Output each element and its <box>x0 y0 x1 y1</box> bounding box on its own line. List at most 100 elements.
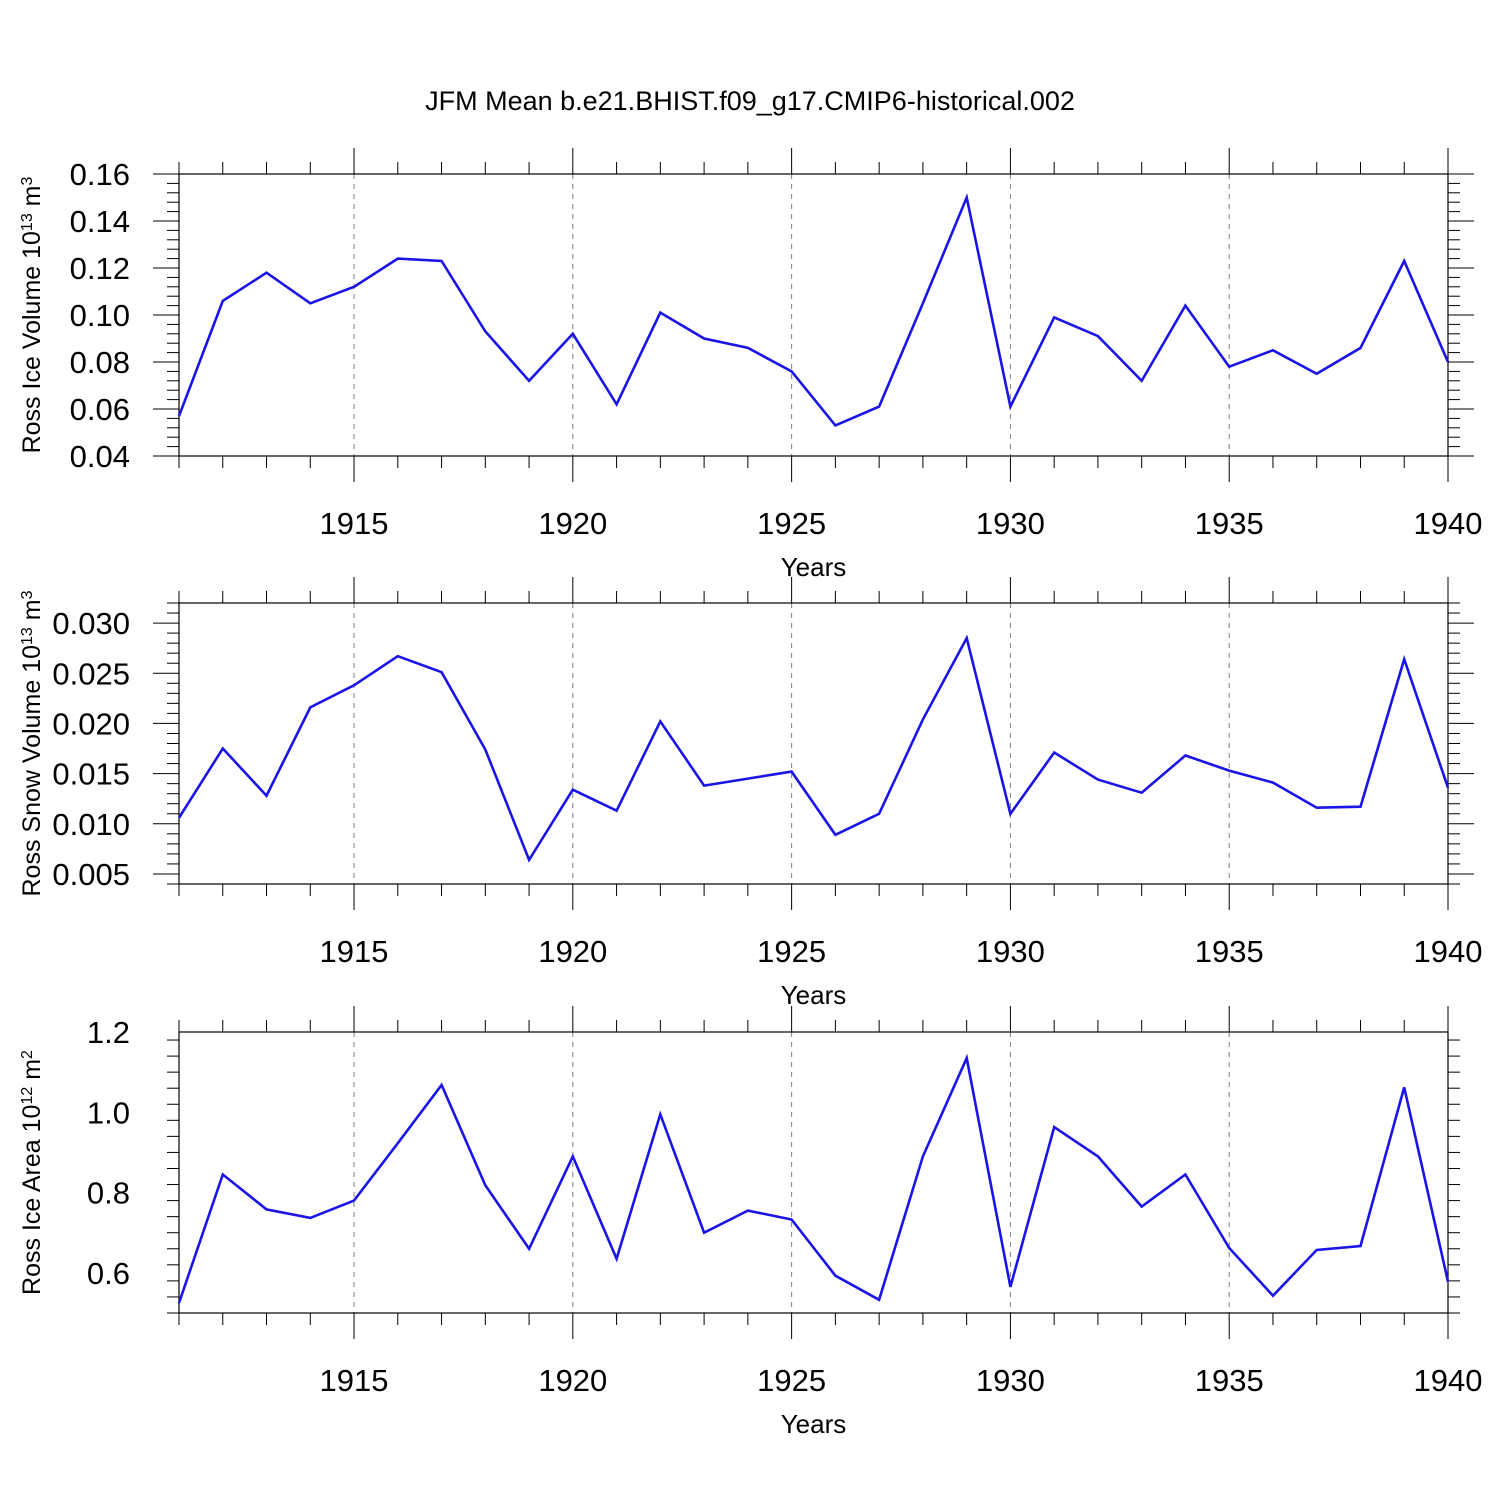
data-point <box>1052 1125 1056 1129</box>
data-point <box>1008 1285 1012 1289</box>
data-point <box>1402 1085 1406 1089</box>
data-point <box>965 196 969 200</box>
y-tick-label: 0.06 <box>70 392 130 427</box>
data-point <box>1446 786 1450 790</box>
data-point <box>1052 315 1056 319</box>
y-tick-label: 0.005 <box>52 857 130 892</box>
data-point <box>658 1112 662 1116</box>
y-axis-label: Ross Ice Volume 1013 m3 <box>18 176 46 453</box>
data-point <box>483 329 487 333</box>
data-point <box>615 1257 619 1261</box>
data-point <box>527 1247 531 1251</box>
y-tick-label: 1.2 <box>87 1015 130 1050</box>
data-point <box>1315 1248 1319 1252</box>
data-point <box>1140 1205 1144 1209</box>
y-axis-label-superscript: 2 <box>19 1050 36 1059</box>
data-point <box>221 299 225 303</box>
data-point <box>1315 372 1319 376</box>
data-point <box>1358 805 1362 809</box>
data-point <box>1227 1246 1231 1250</box>
y-axis-label: Ross Snow Volume 1013 m3 <box>18 590 46 896</box>
y-tick-label: 0.14 <box>70 204 130 239</box>
data-point <box>1052 751 1056 755</box>
x-tick-label: 1930 <box>976 934 1045 969</box>
data-point <box>702 1231 706 1235</box>
data-point <box>658 719 662 723</box>
panel-2: 0.005 0.010 0.015 0.020 0.025 0.030 1915 1920 19… <box>18 577 1482 1010</box>
data-point <box>571 332 575 336</box>
x-tick-label: 1925 <box>757 1363 826 1398</box>
data-point <box>1183 754 1187 758</box>
data-point <box>571 1154 575 1158</box>
y-tick-label: 0.025 <box>52 656 130 691</box>
y-axis-label-part: Ross Snow Volume 10 <box>18 645 46 897</box>
panel-1: 0.04 0.06 0.08 0.10 0.12 0.14 0.16 1915 1920 1925… <box>18 148 1482 582</box>
data-point <box>483 1183 487 1187</box>
data-point <box>177 816 181 820</box>
x-tick-label: 1940 <box>1414 506 1483 541</box>
y-axis-label-superscript: 12 <box>19 1087 36 1105</box>
data-point <box>177 414 181 418</box>
data-point <box>746 346 750 350</box>
x-tick-label: 1935 <box>1195 506 1264 541</box>
y-tick-label: 0.16 <box>70 157 130 192</box>
x-tick-label: 1920 <box>538 934 607 969</box>
y-axis-label: Ross Ice Area 1012 m2 <box>18 1050 46 1295</box>
y-axis-label-part: Ross Ice Volume 10 <box>18 231 46 453</box>
x-tick-label: 1920 <box>538 506 607 541</box>
data-point <box>352 1199 356 1203</box>
data-point <box>265 794 269 798</box>
data-point <box>746 777 750 781</box>
series-line <box>177 634 1450 863</box>
y-tick-label: 0.08 <box>70 345 130 380</box>
panels: 0.04 0.06 0.08 0.10 0.12 0.14 0.16 1915 1920 1925… <box>18 148 1482 1439</box>
y-tick-label: 0.6 <box>87 1256 130 1291</box>
data-point <box>877 812 881 816</box>
x-tick-label: 1940 <box>1414 934 1483 969</box>
data-point <box>702 337 706 341</box>
data-point <box>921 717 925 721</box>
data-point <box>1446 1280 1450 1284</box>
y-tick-label: 0.010 <box>52 807 130 842</box>
data-point <box>658 311 662 315</box>
x-axis-label: Years <box>781 980 847 1010</box>
data-point <box>877 1298 881 1302</box>
data-point <box>615 809 619 813</box>
data-point <box>1183 1173 1187 1177</box>
data-point <box>1140 379 1144 383</box>
data-point <box>308 705 312 709</box>
data-point <box>177 1301 181 1305</box>
y-axis-label-part: m <box>18 599 46 627</box>
y-axis-label-superscript: 3 <box>19 176 36 185</box>
y-tick-label: 0.10 <box>70 298 130 333</box>
data-point <box>1008 405 1012 409</box>
data-point <box>527 379 531 383</box>
data-point <box>1358 346 1362 350</box>
data-point <box>615 402 619 406</box>
figure-title: JFM Mean b.e21.BHIST.f09_g17.CMIP6-histo… <box>425 86 1075 116</box>
data-point <box>352 285 356 289</box>
data-point <box>1315 806 1319 810</box>
x-tick-label: 1915 <box>320 1363 389 1398</box>
data-point <box>396 257 400 261</box>
data-point <box>1008 812 1012 816</box>
x-tick-label: 1930 <box>976 1363 1045 1398</box>
x-tick-label: 1930 <box>976 506 1045 541</box>
y-tick-label: 0.8 <box>87 1176 130 1211</box>
data-point <box>1227 769 1231 773</box>
x-tick-label: 1935 <box>1195 934 1264 969</box>
data-point <box>396 1141 400 1145</box>
data-point <box>746 1209 750 1213</box>
data-point <box>265 271 269 275</box>
data-point <box>221 1173 225 1177</box>
data-point <box>921 301 925 305</box>
x-tick-label: 1915 <box>320 934 389 969</box>
y-tick-label: 0.12 <box>70 251 130 286</box>
series-line <box>177 193 1450 427</box>
y-tick-label: 0.020 <box>52 706 130 741</box>
x-tick-label: 1925 <box>757 506 826 541</box>
y-axis-label-superscript: 3 <box>19 590 36 599</box>
data-point <box>483 748 487 752</box>
